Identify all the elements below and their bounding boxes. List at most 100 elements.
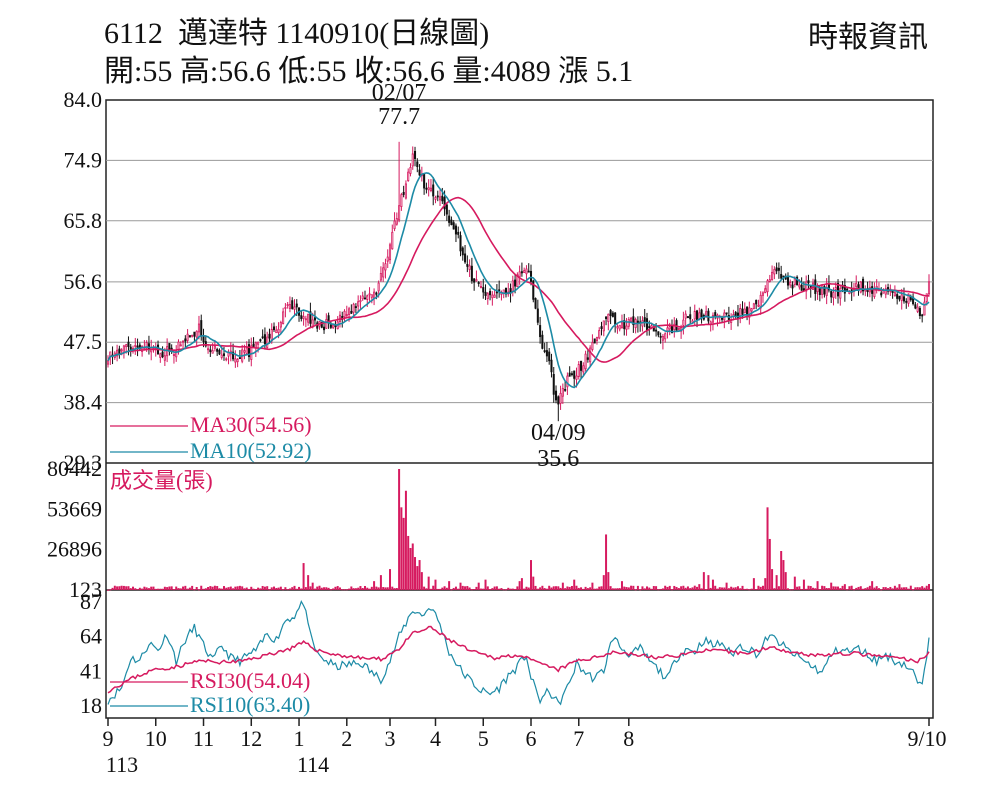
candle-body bbox=[213, 345, 216, 349]
candle-body bbox=[363, 297, 367, 300]
volume-bar bbox=[293, 585, 296, 590]
candle-body bbox=[648, 326, 651, 329]
volume-bar bbox=[812, 587, 815, 590]
volume-bar bbox=[864, 588, 867, 590]
candle-body bbox=[489, 290, 492, 296]
candle-body bbox=[764, 288, 767, 294]
candle-body bbox=[225, 358, 228, 361]
volume-bar bbox=[127, 586, 130, 590]
candle-body bbox=[188, 335, 191, 338]
volume-bar bbox=[457, 588, 460, 590]
candle-body bbox=[134, 345, 137, 347]
volume-bar bbox=[516, 586, 519, 590]
candle-body bbox=[313, 317, 316, 321]
candle-body bbox=[807, 280, 810, 284]
candle-body bbox=[136, 345, 139, 348]
volume-bar bbox=[134, 588, 137, 590]
x-tick-label: 12 bbox=[240, 726, 262, 751]
candle-body bbox=[439, 196, 442, 201]
volume-bar bbox=[661, 588, 664, 590]
candle-body bbox=[689, 314, 692, 320]
volume-bar bbox=[368, 588, 371, 590]
volume-bar bbox=[550, 587, 553, 590]
volume-bar bbox=[111, 587, 114, 590]
volume-bar bbox=[711, 579, 714, 590]
volume-bar bbox=[363, 585, 366, 590]
candle-body bbox=[598, 330, 601, 339]
volume-bar bbox=[705, 589, 708, 591]
volume-bar bbox=[391, 586, 394, 590]
candle-body bbox=[518, 271, 521, 278]
volume-bar bbox=[530, 560, 533, 590]
volume-bar bbox=[564, 588, 567, 590]
volume-bar bbox=[707, 575, 710, 590]
candle-body bbox=[300, 315, 303, 320]
candle-body bbox=[591, 342, 594, 350]
volume-bar bbox=[800, 588, 803, 590]
volume-bar bbox=[270, 587, 273, 590]
candle-body bbox=[184, 338, 187, 342]
candle-body bbox=[464, 253, 467, 263]
volume-bar bbox=[141, 588, 144, 590]
candle-body bbox=[595, 337, 598, 341]
volume-bar bbox=[491, 588, 494, 590]
candle-body bbox=[284, 306, 287, 309]
high-value: 56.6 bbox=[218, 55, 271, 88]
candle-body bbox=[334, 325, 337, 328]
volume-bar bbox=[259, 588, 262, 590]
volume-bar bbox=[750, 588, 753, 590]
candle-body bbox=[116, 349, 119, 357]
price-y-tick: 56.6 bbox=[64, 269, 103, 294]
candle-body bbox=[427, 187, 430, 191]
chart-date-title: 1140910(日線圖) bbox=[275, 17, 490, 50]
candle-body bbox=[630, 317, 633, 322]
candle-body bbox=[429, 187, 432, 191]
candle-body bbox=[834, 286, 837, 291]
ohlc-summary: 開:55 高:56.6 低:55 收:56.6 量:4089 漲 5.1 bbox=[104, 46, 633, 90]
volume-bar bbox=[459, 582, 462, 590]
volume-bar bbox=[243, 588, 246, 590]
volume-bar bbox=[718, 587, 721, 590]
volume-bar bbox=[379, 575, 382, 590]
candle-body bbox=[520, 271, 523, 274]
volume-bar bbox=[350, 586, 353, 590]
candle-body bbox=[332, 324, 335, 329]
volume-bar bbox=[393, 588, 396, 590]
volume-bar bbox=[384, 587, 387, 590]
candle-body bbox=[821, 284, 824, 295]
candle-body bbox=[473, 278, 476, 283]
volume-bar bbox=[914, 587, 917, 590]
volume-bar bbox=[534, 585, 537, 590]
volume-bar bbox=[636, 585, 639, 590]
candle-body bbox=[286, 304, 289, 307]
candle-body bbox=[564, 388, 567, 391]
volume-bar bbox=[202, 588, 205, 590]
candle-body bbox=[746, 306, 749, 316]
volume-y-tick: 123 bbox=[69, 577, 102, 602]
volume-bar bbox=[541, 585, 544, 590]
volume-bar bbox=[580, 587, 583, 590]
volume-bar bbox=[802, 579, 805, 590]
volume-bar bbox=[618, 588, 621, 590]
volume-bar bbox=[868, 585, 871, 590]
close-label: 收: bbox=[354, 55, 393, 88]
volume-bar bbox=[559, 587, 562, 590]
volume-bar bbox=[307, 575, 310, 590]
volume-bar bbox=[427, 576, 430, 590]
candle-body bbox=[370, 294, 373, 298]
volume-bar bbox=[634, 589, 637, 591]
volume-bar bbox=[479, 588, 482, 590]
candle-body bbox=[345, 314, 348, 316]
candle-body bbox=[279, 322, 282, 328]
volume-bar bbox=[266, 586, 269, 590]
volume-bar bbox=[898, 584, 901, 590]
candle-body bbox=[593, 338, 596, 344]
volume-bar bbox=[771, 569, 774, 590]
volume-bar bbox=[500, 588, 503, 590]
volume-bar bbox=[923, 587, 926, 590]
volume-bar bbox=[218, 588, 221, 590]
volume-bar bbox=[454, 586, 457, 590]
candle-body bbox=[536, 308, 539, 323]
volume-bar bbox=[673, 585, 676, 590]
volume-bar bbox=[261, 585, 264, 590]
